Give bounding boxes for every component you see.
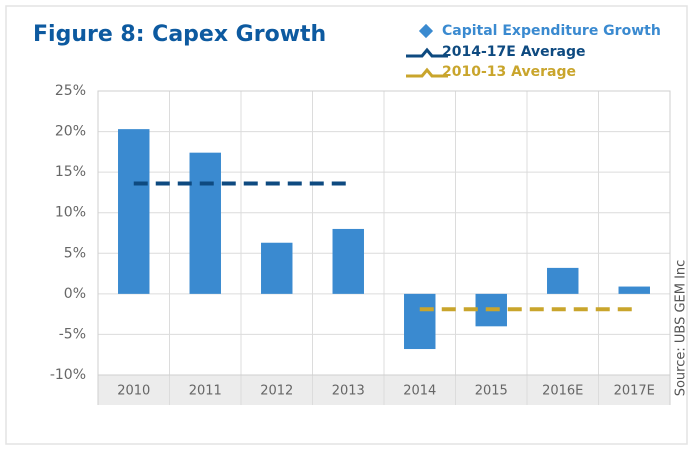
x-tick-label: 2016E [542,384,583,399]
legend-label: Capital Expenditure Growth [442,23,661,39]
bar [332,228,364,294]
legend-label: 2010-13 Average [442,64,576,80]
x-tick-label: 2010 [117,384,150,399]
y-tick-label: -5% [59,326,86,342]
y-tick-label: 20% [55,124,86,140]
x-tick-label: 2012 [260,384,293,399]
bar [547,267,579,294]
bar [618,286,650,294]
legend-marker [406,47,448,58]
y-tick-label: 5% [64,245,86,261]
x-tick-label: 2015 [475,384,508,399]
y-tick-label: -10% [50,367,86,383]
x-tick-label: 2011 [189,384,222,399]
legend-marker [418,23,434,39]
y-tick-label: 10% [55,205,86,221]
source: Source: UBS GEM Inc [674,260,689,397]
bar [118,129,150,294]
y-tick-label: 15% [55,164,86,180]
bar [404,293,436,350]
x-tick-label: 2013 [332,384,365,399]
legend-marker [406,67,448,78]
x-tick-label: 2014 [403,384,436,399]
frame [5,5,688,445]
y-tick-label: 0% [64,286,86,302]
bar [189,152,221,294]
x-tick-label: 2017E [614,384,655,399]
plot-border [97,90,671,376]
y-tick-label: 25% [55,83,86,99]
legend-label: 2014-17E Average [442,44,586,60]
chart-title: Figure 8: Capex Growth [33,22,326,47]
bar [261,242,293,294]
